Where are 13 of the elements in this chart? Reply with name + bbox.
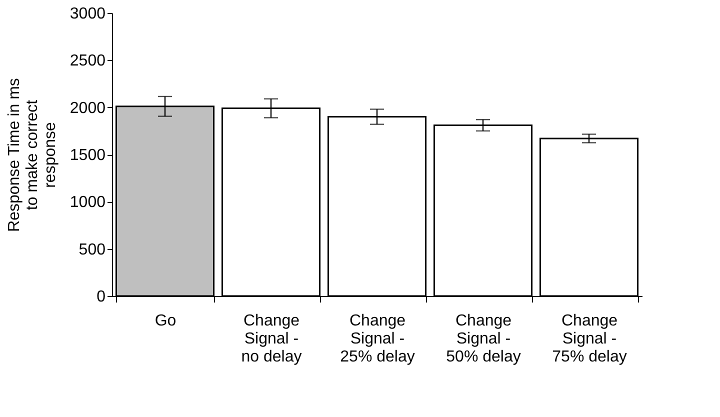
y-tick-label: 500 xyxy=(78,241,106,258)
x-tick-label: Change Signal - no delay xyxy=(241,312,302,366)
y-tick-label: 2000 xyxy=(70,100,106,117)
x-tick-label: Change Signal - 75% delay xyxy=(552,312,627,366)
y-tick-label: 1500 xyxy=(70,147,106,164)
y-axis-title: Response Time in ms to make correct response xyxy=(6,78,59,232)
x-tick-label: Go xyxy=(154,312,176,330)
y-tick-label: 0 xyxy=(96,288,106,306)
x-tick-label: Change Signal - 50% delay xyxy=(446,312,521,366)
x-tick-label: Change Signal - 25% delay xyxy=(340,312,415,366)
y-tick-label: 3000 xyxy=(70,6,106,22)
y-tick-label: 1000 xyxy=(70,194,106,212)
y-tick-label: 2500 xyxy=(70,52,106,70)
